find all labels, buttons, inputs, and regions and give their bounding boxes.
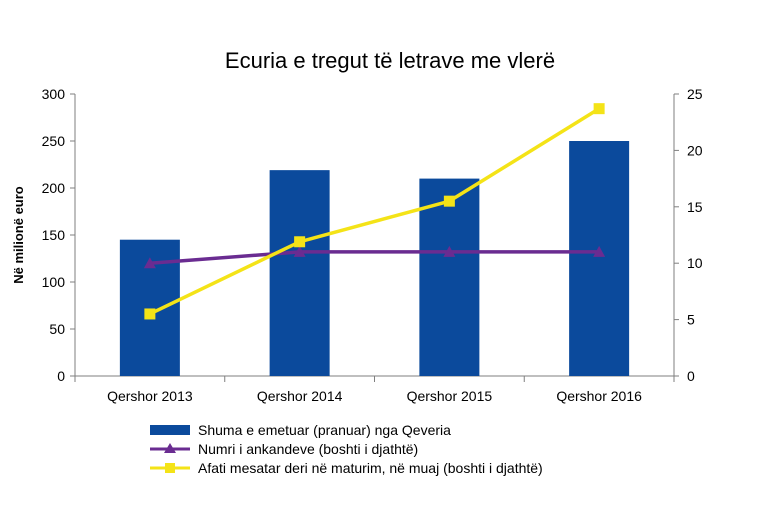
data-point-triangle: [293, 245, 306, 257]
y-tick-label: 150: [42, 227, 66, 243]
legend-marker-square: [165, 463, 175, 473]
legend-label: Afati mesatar deri në maturim, në muaj (…: [198, 460, 543, 476]
lines-group: [143, 103, 606, 320]
y-tick-label: 0: [57, 368, 65, 384]
y-tick-label: 50: [49, 321, 65, 337]
x-tick-label: Qershor 2016: [556, 388, 642, 404]
y-tick-label: 200: [42, 180, 66, 196]
y2-tick-label: 25: [687, 86, 703, 102]
x-tick-label: Qershor 2013: [107, 388, 193, 404]
y-axis-label: Në milionë euro: [11, 186, 26, 284]
chart-title: Ecuria e tregut të letrave me vlerë: [225, 48, 555, 73]
y-tick-label: 100: [42, 274, 66, 290]
series-line: [149, 250, 600, 265]
bar: [269, 170, 330, 376]
y-tick-label: 250: [42, 133, 66, 149]
y2-tick-label: 10: [687, 255, 703, 271]
y-tick-label: 300: [42, 86, 66, 102]
legend-swatch-bar: [150, 425, 190, 435]
legend-label: Shuma e emetuar (pranuar) nga Qeveria: [198, 422, 451, 438]
axes-group: 0 50 100 150 200 250 300 0 5 10 15 20 25 Qershor 2013…: [42, 86, 703, 404]
y2-tick-label: 15: [687, 199, 703, 215]
y2-tick-label: 20: [687, 142, 703, 158]
y2-tick-label: 5: [687, 312, 695, 328]
bar: [569, 141, 630, 376]
legend: Shuma e emetuar (pranuar) nga Qeveria Num…: [150, 422, 543, 476]
legend-marker-triangle: [164, 443, 176, 453]
data-point-square: [294, 236, 306, 248]
data-point-triangle: [443, 245, 456, 257]
y2-tick-label: 0: [687, 368, 695, 384]
data-point-square: [593, 103, 605, 115]
data-point-square: [144, 308, 156, 320]
x-tick-label: Qershor 2015: [407, 388, 493, 404]
x-tick-label: Qershor 2014: [257, 388, 343, 404]
bar: [419, 178, 480, 376]
data-point-triangle: [593, 245, 606, 257]
data-point-square: [443, 195, 455, 207]
series-line: [149, 107, 601, 316]
legend-label: Numri i ankandeve (boshti i djathtë): [198, 441, 418, 457]
data-point-triangle: [143, 257, 156, 269]
